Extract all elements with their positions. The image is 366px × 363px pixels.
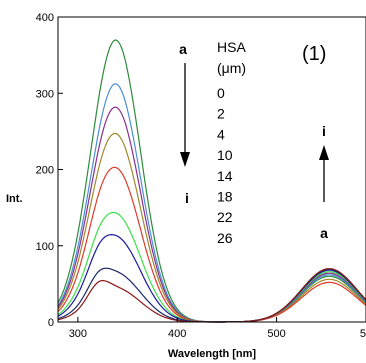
spectrum-line-e [57,166,366,323]
legend-entry: 22 [217,209,233,225]
annotation-left-top: a [179,41,187,57]
legend-title-line1: HSA [217,39,246,55]
y-axis-label: Int. [6,193,23,205]
legend-title-line2: (μm) [217,60,246,76]
arrow-down-head [180,152,190,167]
x-tick-label: 300 [69,328,87,340]
spectrum-line-a [57,39,366,323]
legend-entry: 0 [217,85,225,101]
panel-label: (1) [302,43,326,65]
legend-entry: 26 [217,230,233,246]
annotation-right-bottom: a [320,225,328,241]
annotation-right-top: i [322,123,326,139]
legend-entry: 18 [217,189,233,205]
spectra-group [57,39,366,323]
y-tick-label: 300 [36,88,54,100]
annotation-left-bottom: i [185,190,189,206]
y-tick-label: 400 [36,12,54,24]
y-tick-label: 200 [36,165,54,177]
spectrum-line-b [57,83,366,323]
x-tick-label: 400 [168,328,186,340]
arrow-up-head [319,145,329,160]
legend-entry: 10 [217,147,233,163]
spectrum-line-c [57,106,366,323]
legend-entry: 4 [217,126,225,142]
x-tick-label: 59 [360,328,366,340]
y-tick-label: 100 [36,241,54,253]
legend-entry: 14 [217,168,233,184]
x-axis-label: Wavelength [nm] [168,348,257,360]
y-tick-label: 0 [48,317,54,329]
legend-entry: 2 [217,106,225,122]
x-tick-label: 500 [267,328,285,340]
axes-group: 010020030040030040050059 [36,12,366,340]
legend-entries: 0 2 4 10 14 18 22 26 [217,85,233,246]
